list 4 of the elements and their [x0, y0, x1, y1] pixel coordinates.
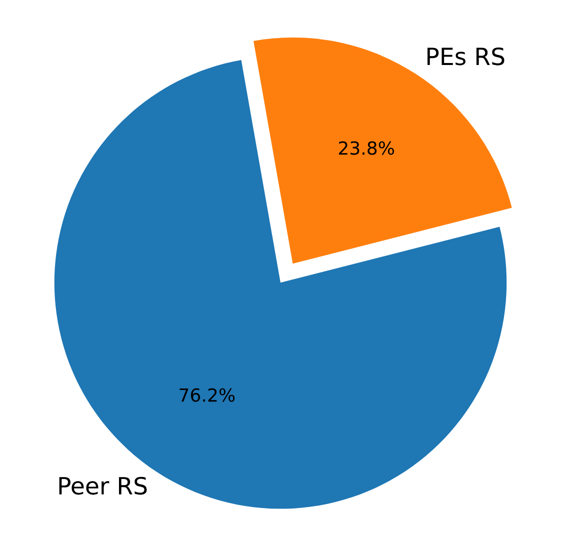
slice-label: Peer RS — [59, 476, 147, 495]
data-label: 23.8% — [338, 141, 394, 155]
slice-label: PEs RS — [428, 47, 504, 66]
data-label: 76.2% — [180, 388, 235, 402]
